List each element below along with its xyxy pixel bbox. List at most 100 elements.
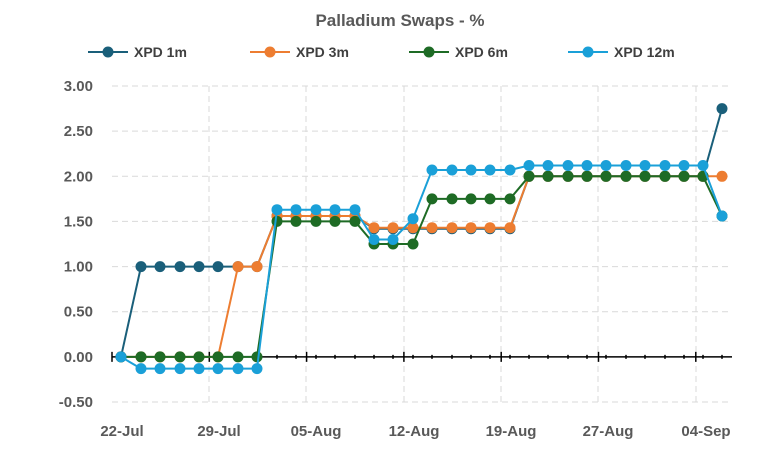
data-point [446,164,458,176]
data-point [271,204,283,216]
data-point [465,193,477,205]
data-point [115,351,127,363]
data-point [135,351,147,363]
legend-marker [423,46,435,58]
data-point [174,351,186,363]
data-point [426,164,438,176]
data-point [562,160,574,171]
x-tick-label: 04-Sep [681,423,730,440]
data-point [368,234,380,245]
legend-label: XPD 1m [134,44,187,60]
y-tick-label: 1.50 [64,213,93,230]
legend: XPD 1m XPD 3m XPD 6m XPD 12m [88,44,675,60]
data-point [716,170,728,182]
data-point [542,160,554,171]
y-tick-label: 1.00 [64,259,93,276]
legend-label: XPD 3m [296,44,349,60]
data-point [678,170,690,182]
y-tick-label: -0.50 [59,394,93,411]
legend-item: XPD 6m [409,44,508,60]
data-point [193,363,205,375]
data-point [212,363,224,375]
data-point [639,160,651,171]
data-point [562,170,574,182]
x-tick-label: 22-Jul [100,423,143,440]
y-tick-label: 3.00 [64,78,93,95]
legend-marker [582,46,594,58]
data-point [581,160,593,171]
series-line [120,108,723,358]
data-point [620,160,632,171]
series-group [115,103,728,375]
data-point [426,222,438,234]
x-tick-label: 12-Aug [389,423,440,440]
data-point [407,238,419,250]
data-point [542,170,554,182]
data-point [426,193,438,205]
data-point [523,160,535,171]
data-point [310,204,322,216]
data-point [154,363,166,375]
data-point [329,204,341,216]
data-point [659,170,671,182]
data-point [678,160,690,171]
data-point [232,351,244,363]
data-point [620,170,632,182]
data-point [368,222,380,234]
data-point [174,261,186,273]
data-point [232,261,244,273]
data-point [484,164,496,176]
legend-label: XPD 12m [614,44,675,60]
y-tick-label: 0.00 [64,349,93,366]
data-point [504,193,516,205]
data-point [310,215,322,227]
series-xpd-1m [115,103,728,363]
legend-marker [102,46,114,58]
data-point [212,261,224,273]
data-point [697,160,709,171]
data-point [407,222,419,234]
data-point [504,222,516,234]
data-point [193,351,205,363]
data-point [716,103,728,115]
y-tick-label: 0.50 [64,304,93,321]
x-tick-label: 19-Aug [486,423,537,440]
x-tick-label: 27-Aug [583,423,634,440]
data-point [135,363,147,375]
data-point [639,170,651,182]
data-point [135,261,147,273]
y-axis: 3.00 2.50 2.00 1.50 1.00 0.50 0.00 -0.50 [59,78,93,411]
legend-item: XPD 12m [568,44,675,60]
data-point [290,215,302,227]
x-tick-label: 29-Jul [197,423,240,440]
data-point [212,351,224,363]
data-point [193,261,205,273]
data-point [465,164,477,176]
y-tick-label: 2.50 [64,123,93,140]
data-point [349,204,361,216]
data-point [465,222,477,234]
data-point [251,363,263,375]
data-point [290,204,302,216]
legend-label: XPD 6m [455,44,508,60]
data-point [716,210,728,222]
legend-marker [264,46,276,58]
data-point [349,215,361,227]
y-tick-label: 2.00 [64,168,93,185]
chart-title: Palladium Swaps - % [315,11,484,30]
data-point [251,261,263,273]
data-point [523,170,535,182]
data-point [387,222,399,234]
series-xpd-12m [115,160,728,375]
data-point [407,213,419,225]
legend-item: XPD 1m [88,44,187,60]
data-point [329,215,341,227]
data-point [484,222,496,234]
legend-item: XPD 3m [250,44,349,60]
gridlines [112,85,732,403]
data-point [484,193,496,205]
data-point [504,164,516,176]
data-point [600,160,612,171]
data-point [232,363,244,375]
